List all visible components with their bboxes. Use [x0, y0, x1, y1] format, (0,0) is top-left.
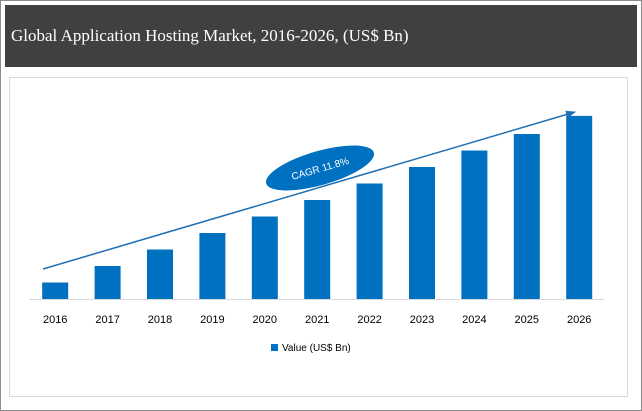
x-tick-label-2020: 2020 — [253, 314, 277, 326]
trend-arrow — [42, 110, 576, 270]
x-tick-label-2024: 2024 — [462, 314, 486, 326]
bar-2020 — [251, 216, 278, 299]
x-tick-label-2021: 2021 — [305, 314, 329, 326]
bar-2019 — [199, 233, 226, 299]
x-tick-label-2025: 2025 — [515, 314, 539, 326]
bar-2024 — [461, 150, 488, 299]
x-tick-label-2023: 2023 — [410, 314, 434, 326]
x-tick-label-2016: 2016 — [43, 314, 67, 326]
x-tick-label-2022: 2022 — [357, 314, 381, 326]
x-tick-label-2018: 2018 — [148, 314, 172, 326]
bar-2017 — [94, 266, 121, 299]
bar-2022 — [356, 183, 383, 299]
x-tick-label-2017: 2017 — [95, 314, 119, 326]
bar-2026 — [566, 115, 593, 300]
bar-2016 — [42, 282, 69, 299]
cagr-ellipse — [265, 145, 375, 191]
plot-area-border — [9, 77, 628, 397]
x-tick-label-2026: 2026 — [567, 314, 591, 326]
bar-2021 — [304, 200, 331, 299]
bar-2025 — [513, 134, 540, 299]
legend-label: Value (US$ Bn) — [282, 343, 351, 354]
chart-title: Global Application Hosting Market, 2016-… — [5, 5, 637, 67]
x-tick-label-2019: 2019 — [200, 314, 224, 326]
bar-2018 — [147, 249, 173, 299]
legend-swatch — [271, 344, 278, 351]
bar-2023 — [409, 167, 435, 299]
